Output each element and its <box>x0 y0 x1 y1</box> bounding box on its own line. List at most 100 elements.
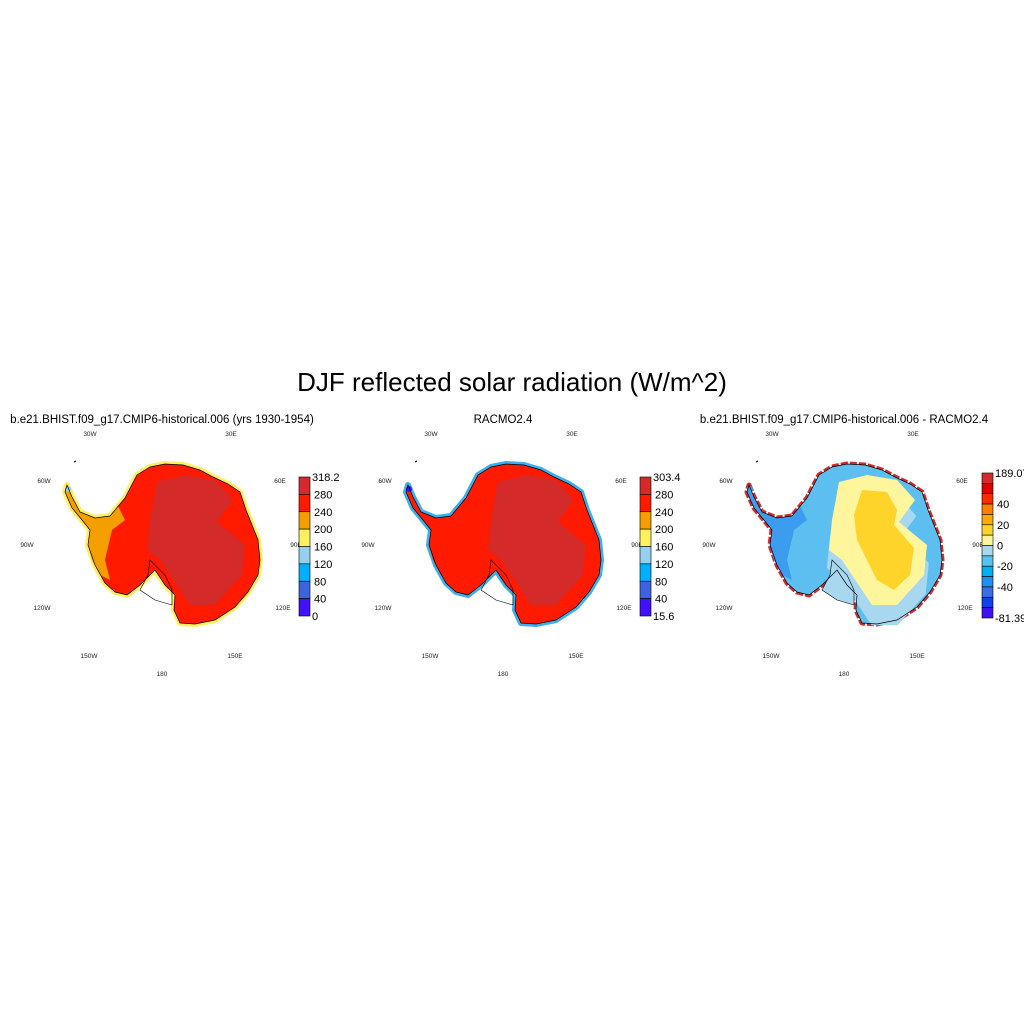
longitude-label: 120W <box>375 605 393 612</box>
longitude-label: 30W <box>765 431 779 438</box>
longitude-label: 90W <box>702 542 716 549</box>
colorbar-label: 189.07 <box>995 468 1024 480</box>
antarctica-field <box>747 464 942 625</box>
colorbar-label: 40 <box>655 594 667 606</box>
longitude-label: 90E <box>972 542 984 549</box>
longitude-label: 180 <box>839 671 850 678</box>
colorbar-box <box>981 607 994 619</box>
colorbar-label: 0 <box>997 541 1003 553</box>
colorbar-label: 318.2 <box>312 472 340 484</box>
longitude-label: 150W <box>422 653 440 660</box>
colorbar-box <box>981 576 994 588</box>
colorbar-box <box>981 503 994 515</box>
colorbar-box <box>639 476 652 495</box>
colorbar-label: 40 <box>314 594 326 606</box>
longitude-label: 120W <box>34 605 52 612</box>
colorbar-box <box>639 546 652 565</box>
longitude-label: 180 <box>498 671 509 678</box>
colorbar-box <box>298 546 311 565</box>
colorbar-label: -40 <box>997 582 1013 594</box>
antarctica-field <box>65 464 260 624</box>
longitude-label: 60W <box>37 478 51 485</box>
longitude-label: 60E <box>274 478 286 485</box>
colorbar-label: 80 <box>655 576 667 588</box>
longitude-label: 30E <box>225 431 237 438</box>
colorbar-box <box>981 534 994 546</box>
colorbar-box <box>981 596 994 608</box>
colorbar-box <box>298 580 311 599</box>
colorbar-box <box>981 545 994 557</box>
longitude-label: 60E <box>615 478 627 485</box>
panel-subtitle: b.e21.BHIST.f09_g17.CMIP6-historical.006… <box>10 414 314 426</box>
colorbar-label: 240 <box>655 507 673 519</box>
longitude-label: 150W <box>81 653 99 660</box>
colorbar-box <box>298 528 311 547</box>
colorbar-label: 160 <box>655 542 673 554</box>
figure-title: DJF reflected solar radiation (W/m^2) <box>297 367 727 397</box>
panel-subtitle: RACMO2.4 <box>474 414 533 426</box>
island-mark <box>73 460 77 463</box>
longitude-label: 90W <box>361 542 375 549</box>
colorbar-box <box>639 511 652 530</box>
map-panel-1: b.e21.BHIST.f09_g17.CMIP6-historical.006… <box>10 414 314 678</box>
colorbar-box <box>298 598 311 617</box>
colorbar-box <box>298 563 311 582</box>
longitude-label: 120E <box>616 605 632 612</box>
colorbar-box <box>981 586 994 598</box>
longitude-label: 30E <box>907 431 919 438</box>
longitude-label: 120E <box>957 605 973 612</box>
panel-subtitle: b.e21.BHIST.f09_g17.CMIP6-historical.006… <box>700 414 989 426</box>
colorbar-label: 200 <box>314 524 332 536</box>
longitude-label: 30W <box>83 431 97 438</box>
colorbar-2: 303.4 280 240 200 160 120 80 40 15.6 <box>639 472 681 623</box>
colorbar-box <box>981 514 994 526</box>
colorbar-box <box>298 511 311 530</box>
map-panel-3: b.e21.BHIST.f09_g17.CMIP6-historical.006… <box>700 414 989 678</box>
longitude-label: 150E <box>909 653 925 660</box>
island-mark <box>755 460 759 463</box>
longitude-label: 120E <box>275 605 291 612</box>
antarctica-field <box>406 464 601 624</box>
colorbar-3: 189.07 40 20 0 -20 -40 -81.39 <box>981 468 1024 625</box>
colorbar-label: 120 <box>314 559 332 571</box>
colorbar-label: 200 <box>655 524 673 536</box>
colorbar-label: 120 <box>655 559 673 571</box>
longitude-label: 30W <box>424 431 438 438</box>
longitude-label: 150E <box>568 653 584 660</box>
longitude-label: 150E <box>227 653 243 660</box>
colorbar-label: 280 <box>655 489 673 501</box>
colorbar-label: 240 <box>314 507 332 519</box>
colorbar-box <box>298 476 311 495</box>
longitude-label: 60W <box>719 478 733 485</box>
island-mark <box>414 460 418 463</box>
colorbar-label: 303.4 <box>653 472 681 484</box>
colorbar-box <box>981 493 994 505</box>
longitude-label: 150W <box>763 653 781 660</box>
colorbar-box <box>639 580 652 599</box>
colorbar-1: 318.2 280 240 200 160 120 80 40 0 <box>298 472 340 623</box>
colorbar-label: -81.39 <box>995 613 1024 625</box>
longitude-label: 90E <box>631 542 643 549</box>
colorbar-box <box>981 565 994 577</box>
colorbar-box <box>981 483 994 495</box>
colorbar-label: 40 <box>997 499 1009 511</box>
colorbar-box <box>639 598 652 617</box>
colorbar-box <box>981 555 994 567</box>
colorbar-label: 20 <box>997 520 1009 532</box>
colorbar-label: 80 <box>314 576 326 588</box>
colorbar-label: 0 <box>312 611 318 623</box>
colorbar-box <box>639 528 652 547</box>
map-panel-2: RACMO2.4 30W 30E 60W 60E 90W 90E 120W 120E 150W 15… <box>361 414 643 678</box>
longitude-label: 90E <box>290 542 302 549</box>
colorbar-label: -20 <box>997 561 1013 573</box>
colorbar-box <box>639 494 652 513</box>
longitude-label: 120W <box>716 605 734 612</box>
colorbar-box <box>981 524 994 536</box>
longitude-label: 90W <box>20 542 34 549</box>
colorbar-box <box>981 472 994 484</box>
longitude-label: 30E <box>566 431 578 438</box>
colorbar-label: 15.6 <box>653 611 674 623</box>
longitude-label: 60W <box>378 478 392 485</box>
colorbar-label: 280 <box>314 489 332 501</box>
